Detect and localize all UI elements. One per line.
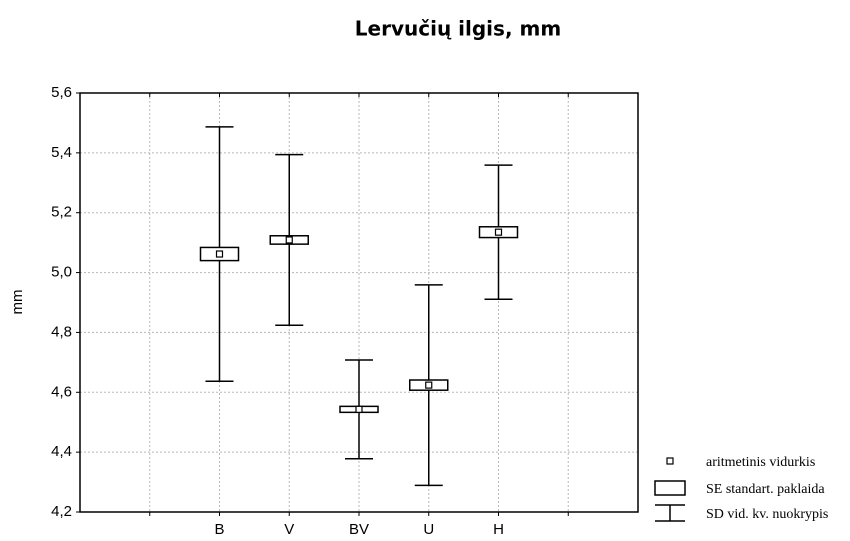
y-tick-label: 4,6 — [51, 383, 72, 400]
legend-mean-symbol — [666, 457, 674, 465]
y-tick-label: 4,8 — [51, 323, 72, 340]
x-tick-label: V — [284, 521, 294, 538]
y-axis-label: mm — [9, 290, 26, 315]
mean-marker — [285, 236, 293, 244]
legend-se-symbol — [654, 480, 686, 496]
legend-label: SD vid. kv. nuokrypis — [706, 507, 828, 522]
x-tick-label: BV — [349, 521, 369, 538]
x-tick-label: H — [493, 521, 504, 538]
y-tick-label: 5,6 — [51, 84, 72, 101]
x-tick-label: U — [423, 521, 434, 538]
mean-marker — [355, 405, 363, 413]
y-tick-label: 5,4 — [51, 144, 72, 161]
plot-frame — [79, 92, 639, 513]
y-tick-label: 5,0 — [51, 264, 72, 281]
mean-marker — [215, 250, 224, 258]
mean-marker — [494, 228, 503, 236]
chart-title: Lervučių ilgis, mm — [355, 17, 561, 41]
legend-label: aritmetinis vidurkis — [706, 455, 815, 470]
y-tick-label: 4,4 — [51, 443, 72, 460]
y-tick-label: 4,2 — [51, 503, 72, 520]
legend-label: SE standart. paklaida — [706, 482, 825, 497]
y-tick-label: 5,2 — [51, 204, 72, 221]
x-tick-label: B — [214, 521, 224, 538]
mean-marker — [425, 381, 433, 389]
